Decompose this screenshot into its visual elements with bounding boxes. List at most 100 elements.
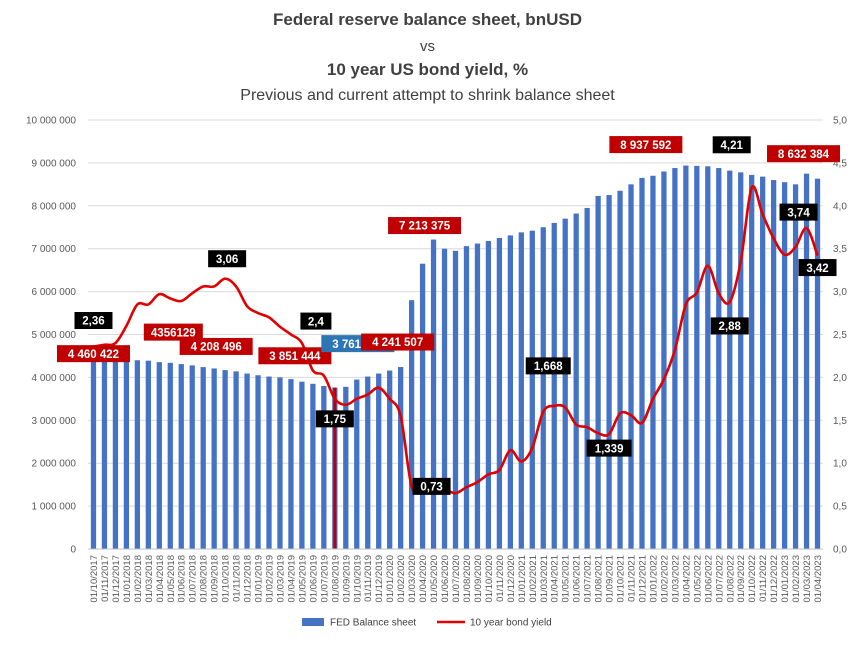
x-tick-label: 01/01/2019 <box>254 555 265 603</box>
bar <box>101 358 108 549</box>
bar <box>474 243 481 549</box>
x-tick-label: 01/01/2020 <box>385 555 396 603</box>
x-tick-label: 01/10/2017 <box>89 555 100 603</box>
yield-data-label-box <box>74 312 113 330</box>
bar <box>134 360 140 549</box>
legend-label-line: 10 year bond yield <box>470 618 552 629</box>
bar <box>738 172 744 549</box>
x-tick-label: 01/02/2020 <box>396 555 407 603</box>
y-right-tick-label: 0,5 <box>833 502 847 513</box>
yield-data-label: 0,73 <box>420 482 442 494</box>
yield-data-label-box <box>710 317 749 335</box>
bar <box>321 385 327 549</box>
bar <box>760 176 766 550</box>
chart-title: Federal reserve balance sheet, bnUSD <box>273 10 582 29</box>
bar <box>167 362 173 549</box>
bar <box>343 386 349 549</box>
bar <box>628 184 634 549</box>
bar <box>441 248 448 549</box>
x-tick-label: 01/01/2023 <box>780 555 791 603</box>
y-left-tick-label: 10 000 000 <box>26 116 76 127</box>
bar <box>112 358 119 549</box>
x-tick-label: 01/12/2018 <box>243 555 254 603</box>
bar <box>178 364 184 549</box>
bar <box>562 218 568 550</box>
bar <box>452 250 459 549</box>
bar <box>156 362 162 549</box>
x-tick-label: 01/06/2022 <box>703 555 714 603</box>
bar <box>496 237 503 549</box>
bar <box>365 376 371 549</box>
x-tick-label: 01/01/2022 <box>648 555 659 603</box>
bar <box>288 379 294 549</box>
bar <box>617 190 623 549</box>
bar <box>529 230 535 549</box>
x-tick-label: 01/05/2020 <box>429 555 440 603</box>
x-tick-label: 01/02/2018 <box>133 555 144 603</box>
bar <box>222 370 228 549</box>
yield-data-label-box <box>315 410 354 428</box>
x-tick-label: 01/06/2020 <box>440 555 451 603</box>
bar <box>299 381 305 549</box>
bar <box>639 177 645 550</box>
yield-data-label: 3,42 <box>806 263 828 275</box>
yield-data-label-box <box>712 136 751 154</box>
y-right-tick-label: 2,0 <box>833 373 847 384</box>
x-tick-label: 01/07/2020 <box>451 555 462 603</box>
x-tick-label: 01/06/2018 <box>177 555 188 603</box>
bar <box>408 300 415 549</box>
bar <box>145 360 151 549</box>
y-right-tick-label: 5,0 <box>833 116 847 127</box>
bar <box>354 379 360 549</box>
x-tick-label: 01/11/2022 <box>758 555 769 602</box>
bar <box>398 367 404 549</box>
x-tick-label: 01/09/2021 <box>605 555 616 603</box>
x-tick-label: 01/09/2019 <box>341 555 352 603</box>
y-right-tick-label: 4,5 <box>833 158 847 169</box>
x-tick-label: 01/02/2023 <box>791 555 802 603</box>
x-tick-label: 01/03/2020 <box>407 555 418 603</box>
chart-title-second: 10 year US bond yield, % <box>326 60 529 79</box>
yield-data-label: 1,339 <box>595 443 624 455</box>
yield-data-label-box <box>208 250 247 268</box>
bar <box>419 263 426 549</box>
x-tick-label: 01/08/2018 <box>199 555 210 603</box>
bar <box>123 359 130 549</box>
bar <box>266 376 272 549</box>
balance-data-label-box <box>179 337 253 355</box>
y-left-tick-label: 5 000 000 <box>32 330 77 341</box>
balance-data-label: 8 937 592 <box>620 140 671 152</box>
x-tick-label: 01/12/2017 <box>111 555 122 603</box>
y-left-tick-label: 8 000 000 <box>32 201 77 212</box>
x-tick-label: 01/07/2021 <box>583 555 594 603</box>
balance-data-label-box <box>56 345 130 363</box>
y-left-tick-label: 3 000 000 <box>32 416 77 427</box>
x-tick-label: 01/02/2021 <box>528 555 539 603</box>
x-tick-label: 01/07/2019 <box>319 555 330 603</box>
bar <box>310 383 316 549</box>
balance-data-label: 3 851 444 <box>269 351 321 363</box>
bar <box>518 232 524 549</box>
bar <box>200 367 206 549</box>
balance-data-label-box <box>258 347 332 365</box>
bar <box>672 168 678 549</box>
x-tick-label: 01/04/2021 <box>550 555 561 603</box>
yield-data-label-box <box>525 357 571 375</box>
yield-data-label-box <box>798 259 837 277</box>
bar <box>573 213 579 549</box>
y-right-tick-label: 3,0 <box>833 287 847 298</box>
x-tick-label: 01/10/2018 <box>221 555 232 603</box>
bar <box>376 373 382 549</box>
x-tick-label: 01/04/2019 <box>286 555 297 603</box>
bar <box>716 168 722 549</box>
x-tick-label: 01/05/2021 <box>561 555 572 603</box>
x-tick-label: 01/06/2021 <box>572 555 583 603</box>
y-right-tick-label: 1,0 <box>833 459 847 470</box>
x-tick-label: 01/09/2022 <box>736 555 747 603</box>
bar <box>814 178 821 550</box>
bar <box>277 377 283 549</box>
yield-data-label: 1,668 <box>534 361 563 373</box>
balance-data-label-box <box>361 333 435 351</box>
x-tick-label: 01/09/2020 <box>473 555 484 603</box>
